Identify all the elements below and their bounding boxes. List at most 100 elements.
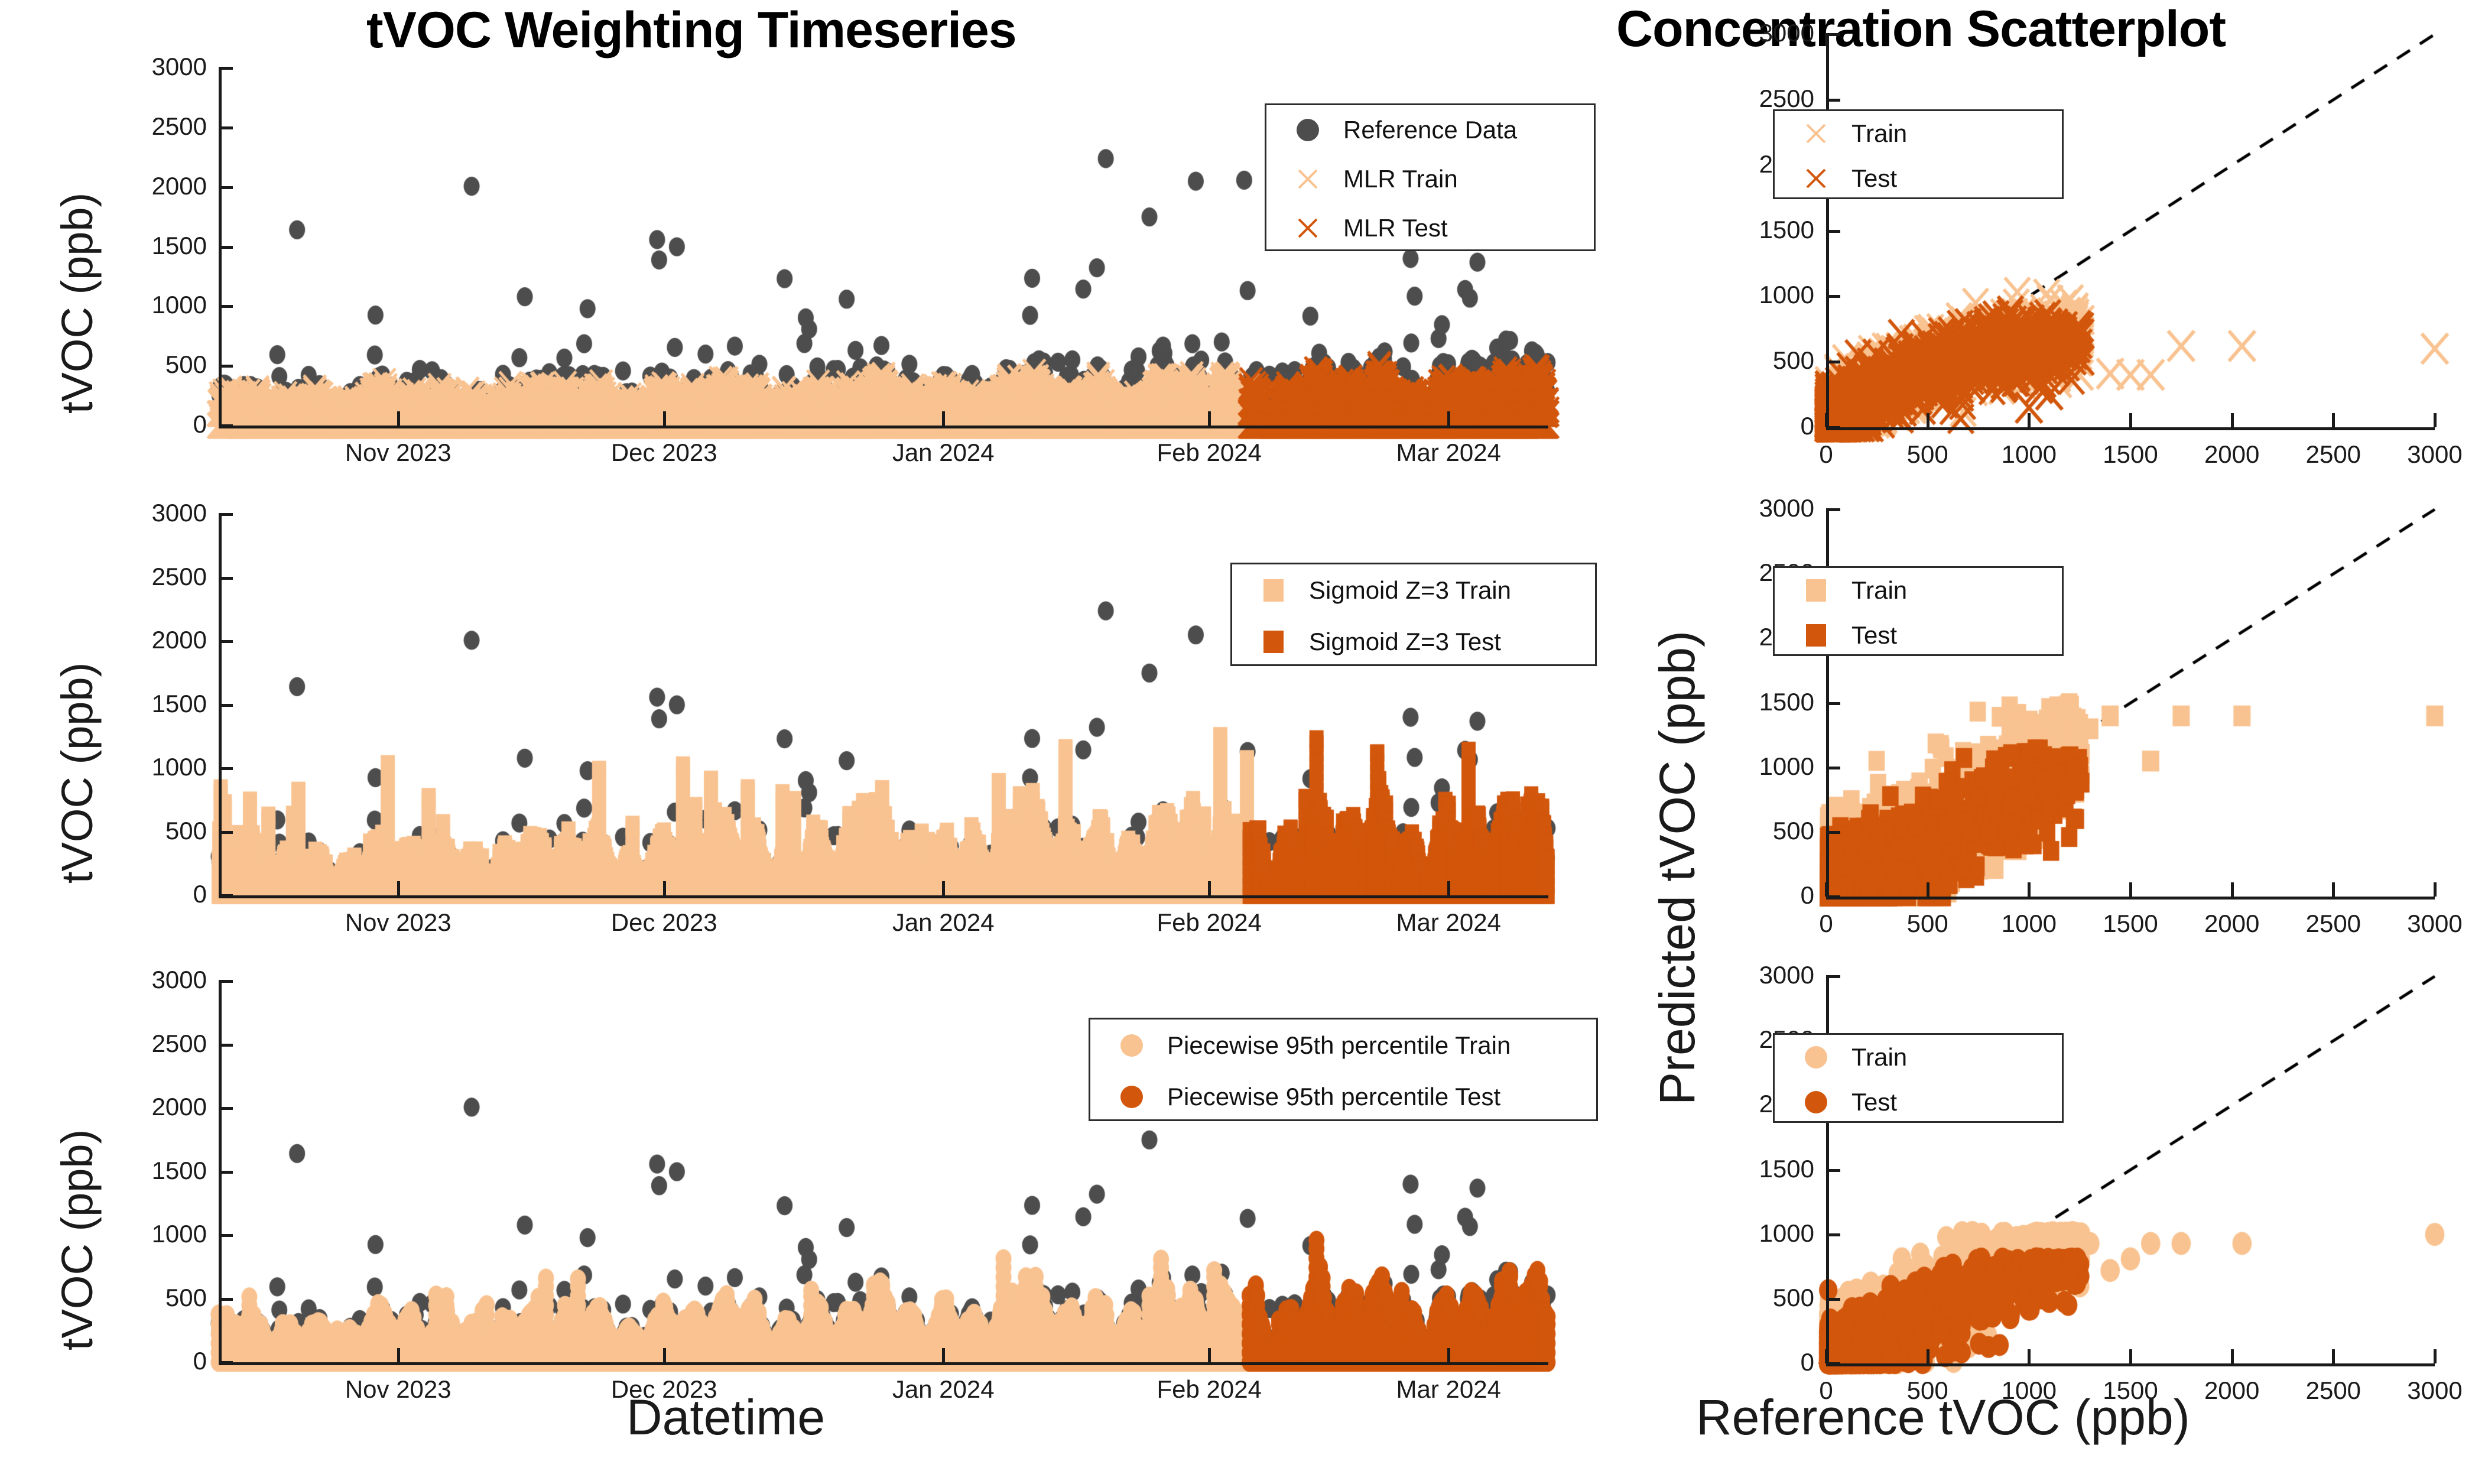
x-tick [1208, 881, 1211, 895]
timeseries-canvas [0, 479, 1596, 946]
y-tick [1826, 98, 1840, 102]
x-tick-label: 3000 [2407, 440, 2463, 468]
legend-item[interactable]: Test [1781, 156, 2060, 201]
x-tick [2129, 882, 2132, 897]
x-tick [662, 881, 666, 895]
x-tick-label: 2000 [2204, 440, 2260, 468]
legend-item[interactable]: MLR Train [1272, 154, 1591, 203]
y-tick-label: 0 [1800, 1348, 1814, 1376]
legend-item[interactable]: MLR Test [1272, 204, 1591, 253]
y-tick-label: 1500 [151, 689, 207, 717]
y-tick [1826, 702, 1840, 705]
y-tick [219, 513, 233, 516]
scatter-panel-sigmoid: 0500100015002000250030000500100015002000… [1596, 479, 2485, 946]
x-tick [1926, 413, 1929, 427]
legend-marker [1096, 1083, 1167, 1110]
y-tick-label: 500 [1772, 1283, 1814, 1311]
timeseries-canvas [0, 946, 1596, 1412]
y-tick [219, 245, 233, 249]
legend-item[interactable]: Reference Data [1272, 105, 1591, 154]
legend-item[interactable]: Train [1781, 111, 2060, 156]
y-tick [1826, 975, 1840, 978]
x-tick-label: 0 [1819, 1376, 1833, 1404]
y-axis-label: tVOC (ppb) [53, 192, 102, 414]
x-tick [2332, 1349, 2335, 1363]
x-tick-label: 3000 [2407, 910, 2463, 937]
y-tick [219, 894, 233, 897]
legend-item[interactable]: Train [1781, 1035, 2060, 1080]
legend-item[interactable]: Piecewise 95th percentile Train [1096, 1019, 1594, 1071]
legend-item-label: Train [1851, 119, 1908, 147]
y-tick [1826, 508, 1840, 511]
legend-square-icon [1263, 631, 1284, 654]
y-tick [1826, 1233, 1840, 1236]
y-tick [219, 126, 233, 129]
legend-marker [1238, 628, 1309, 655]
legend-item[interactable]: Sigmoid Z=3 Test [1238, 616, 1593, 668]
legend: Train Test [1773, 109, 2064, 199]
y-tick [219, 703, 233, 707]
x-tick-label: 2000 [2204, 1376, 2260, 1404]
legend-x-icon [1296, 167, 1320, 191]
right-x-axis-label: Reference tVOC (ppb) [1696, 1389, 2190, 1445]
legend-item-label: Sigmoid Z=3 Train [1309, 576, 1511, 604]
y-tick [1826, 1168, 1840, 1172]
y-tick-label: 1000 [1759, 281, 1814, 309]
scatter-canvas [1596, 0, 2485, 479]
plot-area [1596, 0, 2485, 479]
x-tick [1208, 411, 1211, 426]
x-tick-label: 500 [1906, 910, 1948, 937]
y-tick-label: 2500 [151, 112, 207, 140]
y-tick [1826, 766, 1840, 769]
x-tick-label: 500 [1906, 1376, 1948, 1404]
legend: Sigmoid Z=3 Train Sigmoid Z=3 Test [1230, 563, 1597, 666]
legend: Piecewise 95th percentile Train Piecewise… [1089, 1018, 1598, 1121]
legend-circle-icon [1805, 1046, 1827, 1069]
x-tick-label: 1500 [2103, 440, 2158, 468]
x-tick-label: Nov 2023 [345, 1375, 451, 1403]
legend-item[interactable]: Sigmoid Z=3 Train [1238, 564, 1593, 616]
x-tick [1926, 1349, 1929, 1363]
legend-item[interactable]: Piecewise 95th percentile Test [1096, 1071, 1594, 1123]
x-tick [2332, 413, 2335, 427]
legend-x-icon [1296, 216, 1320, 240]
timeseries-panel-piecewise: 0 500 1000 1500 2000 2500 3000 Nov 2023 Dec 2023… [0, 946, 1596, 1412]
y-tick [219, 767, 233, 770]
legend-item[interactable]: Train [1781, 568, 2060, 613]
legend-marker [1238, 577, 1309, 604]
y-tick-label: 1000 [1759, 1219, 1814, 1247]
x-tick-label: Jan 2024 [892, 1375, 995, 1403]
y-tick [219, 576, 233, 580]
legend: Train Test [1773, 566, 2064, 656]
y-tick [219, 67, 233, 70]
y-tick-label: 2000 [151, 1093, 207, 1121]
x-tick-label: 0 [1819, 440, 1833, 468]
x-tick-label: Dec 2023 [610, 1375, 717, 1403]
y-tick-label: 2500 [151, 1029, 207, 1057]
timeseries-panel-sigmoid: 0 500 1000 1500 2000 2500 3000 Nov 2023 Dec 2023… [0, 479, 1596, 946]
y-axis-label: tVOC (ppb) [53, 662, 102, 884]
y-tick-label: 3000 [1759, 494, 1814, 522]
x-axis-line [1826, 897, 2435, 900]
x-tick-label: 500 [1906, 440, 1948, 468]
legend-circle-icon [1120, 1034, 1143, 1057]
legend-item[interactable]: Test [1781, 1080, 2060, 1125]
x-tick [1447, 881, 1451, 895]
legend-marker [1781, 577, 1851, 604]
legend-item-label: Train [1851, 1043, 1908, 1071]
x-tick-label: 2500 [2305, 910, 2361, 937]
x-tick-label: 2500 [2305, 1376, 2361, 1404]
left-x-axis-label: Datetime [626, 1389, 826, 1445]
y-tick-label: 500 [1772, 346, 1814, 375]
x-tick [2434, 882, 2437, 897]
y-tick-label: 1000 [1759, 752, 1814, 780]
legend-item[interactable]: Test [1781, 613, 2060, 658]
x-axis-line [1826, 427, 2435, 430]
y-tick [219, 1234, 233, 1237]
scatter-panel-piecewise: 0500100015002000250030000500100015002000… [1596, 946, 2485, 1412]
y-tick [1826, 1362, 1840, 1365]
x-tick-label: 1000 [2001, 910, 2057, 937]
x-tick [1447, 1348, 1451, 1362]
legend-x-icon [1804, 122, 1828, 145]
y-tick [219, 1043, 233, 1047]
